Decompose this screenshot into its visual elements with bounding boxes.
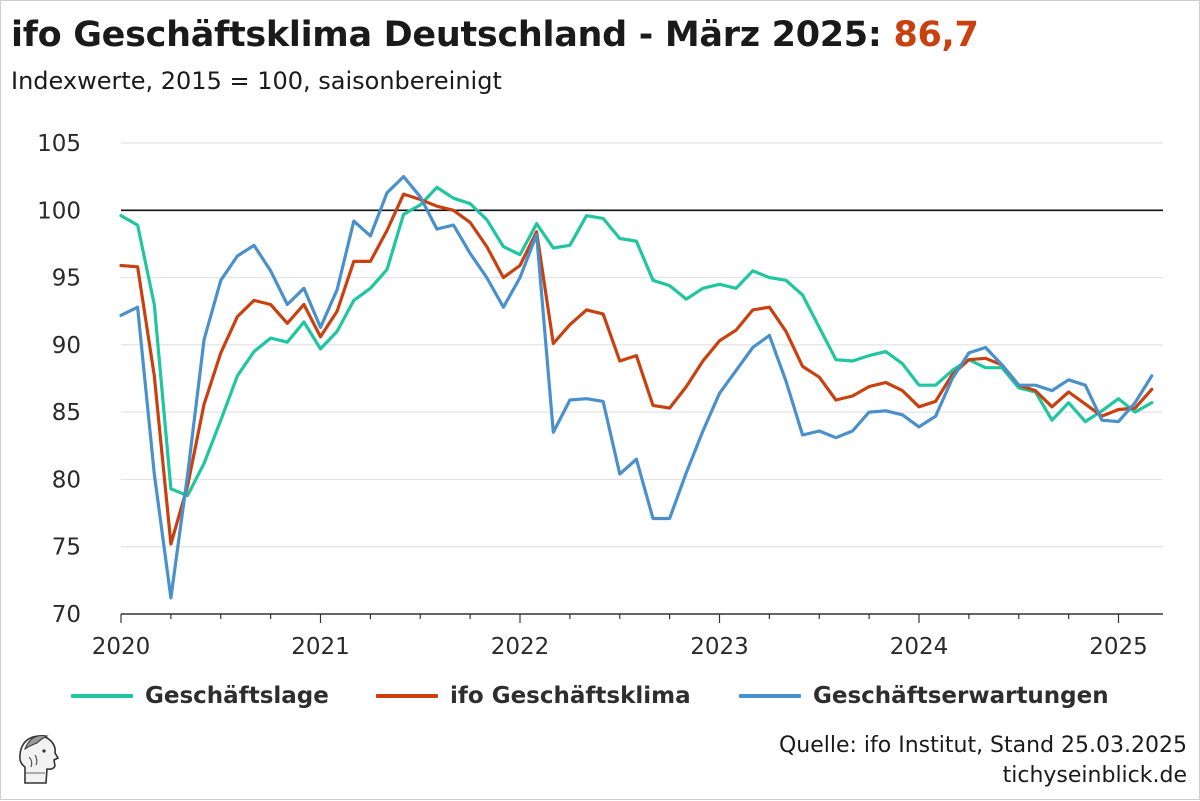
y-tick-label: 75: [52, 535, 81, 561]
y-tick-label: 95: [52, 266, 81, 292]
legend-label: Geschäftserwartungen: [813, 683, 1109, 709]
series-line-2: [119, 192, 1154, 546]
x-tick-label: 2022: [491, 634, 550, 660]
legend-item: Geschäftslage: [71, 679, 329, 713]
source-text: Quelle: ifo Institut, Stand 25.03.2025: [778, 733, 1187, 758]
x-tick-label: 2021: [291, 634, 350, 660]
chart-title-text: ifo Geschäftsklima Deutschland - März 20…: [11, 15, 894, 55]
series-line-1: [119, 185, 1154, 498]
legend-swatch: [739, 694, 801, 698]
x-tick-label: 2020: [92, 634, 151, 660]
chart-title-highlight-value: 86,7: [893, 15, 979, 55]
legend-label: Geschäftslage: [145, 683, 329, 709]
legend-swatch: [376, 694, 438, 698]
source-website: tichyseinblick.de: [1002, 763, 1187, 788]
legend-swatch: [71, 694, 133, 698]
y-tick-label: 70: [52, 602, 81, 628]
y-tick-label: 80: [52, 467, 81, 493]
chart-subtitle: Indexwerte, 2015 = 100, saisonbereinigt: [11, 67, 502, 95]
source-note: Quelle: ifo Institut, Stand 25.03.2025 t…: [779, 731, 1187, 791]
ifo-logo: [11, 727, 63, 785]
legend-item: Geschäftserwartungen: [739, 679, 1109, 713]
legend-label: ifo Geschäftsklima: [450, 683, 691, 709]
y-tick-label: 90: [52, 333, 81, 359]
y-tick-label: 105: [37, 131, 81, 157]
y-tick-label: 100: [37, 198, 81, 224]
y-tick-label: 85: [52, 400, 81, 426]
x-tick-label: 2023: [690, 634, 749, 660]
series-line-3: [119, 175, 1154, 600]
x-tick-label: 2025: [1089, 634, 1148, 660]
legend-item: ifo Geschäftsklima: [376, 679, 691, 713]
chart-title: ifo Geschäftsklima Deutschland - März 20…: [11, 15, 979, 55]
x-tick-label: 2024: [890, 634, 949, 660]
chart-legend: Geschäftslage ifo Geschäftsklima Geschäfts…: [71, 679, 1151, 713]
